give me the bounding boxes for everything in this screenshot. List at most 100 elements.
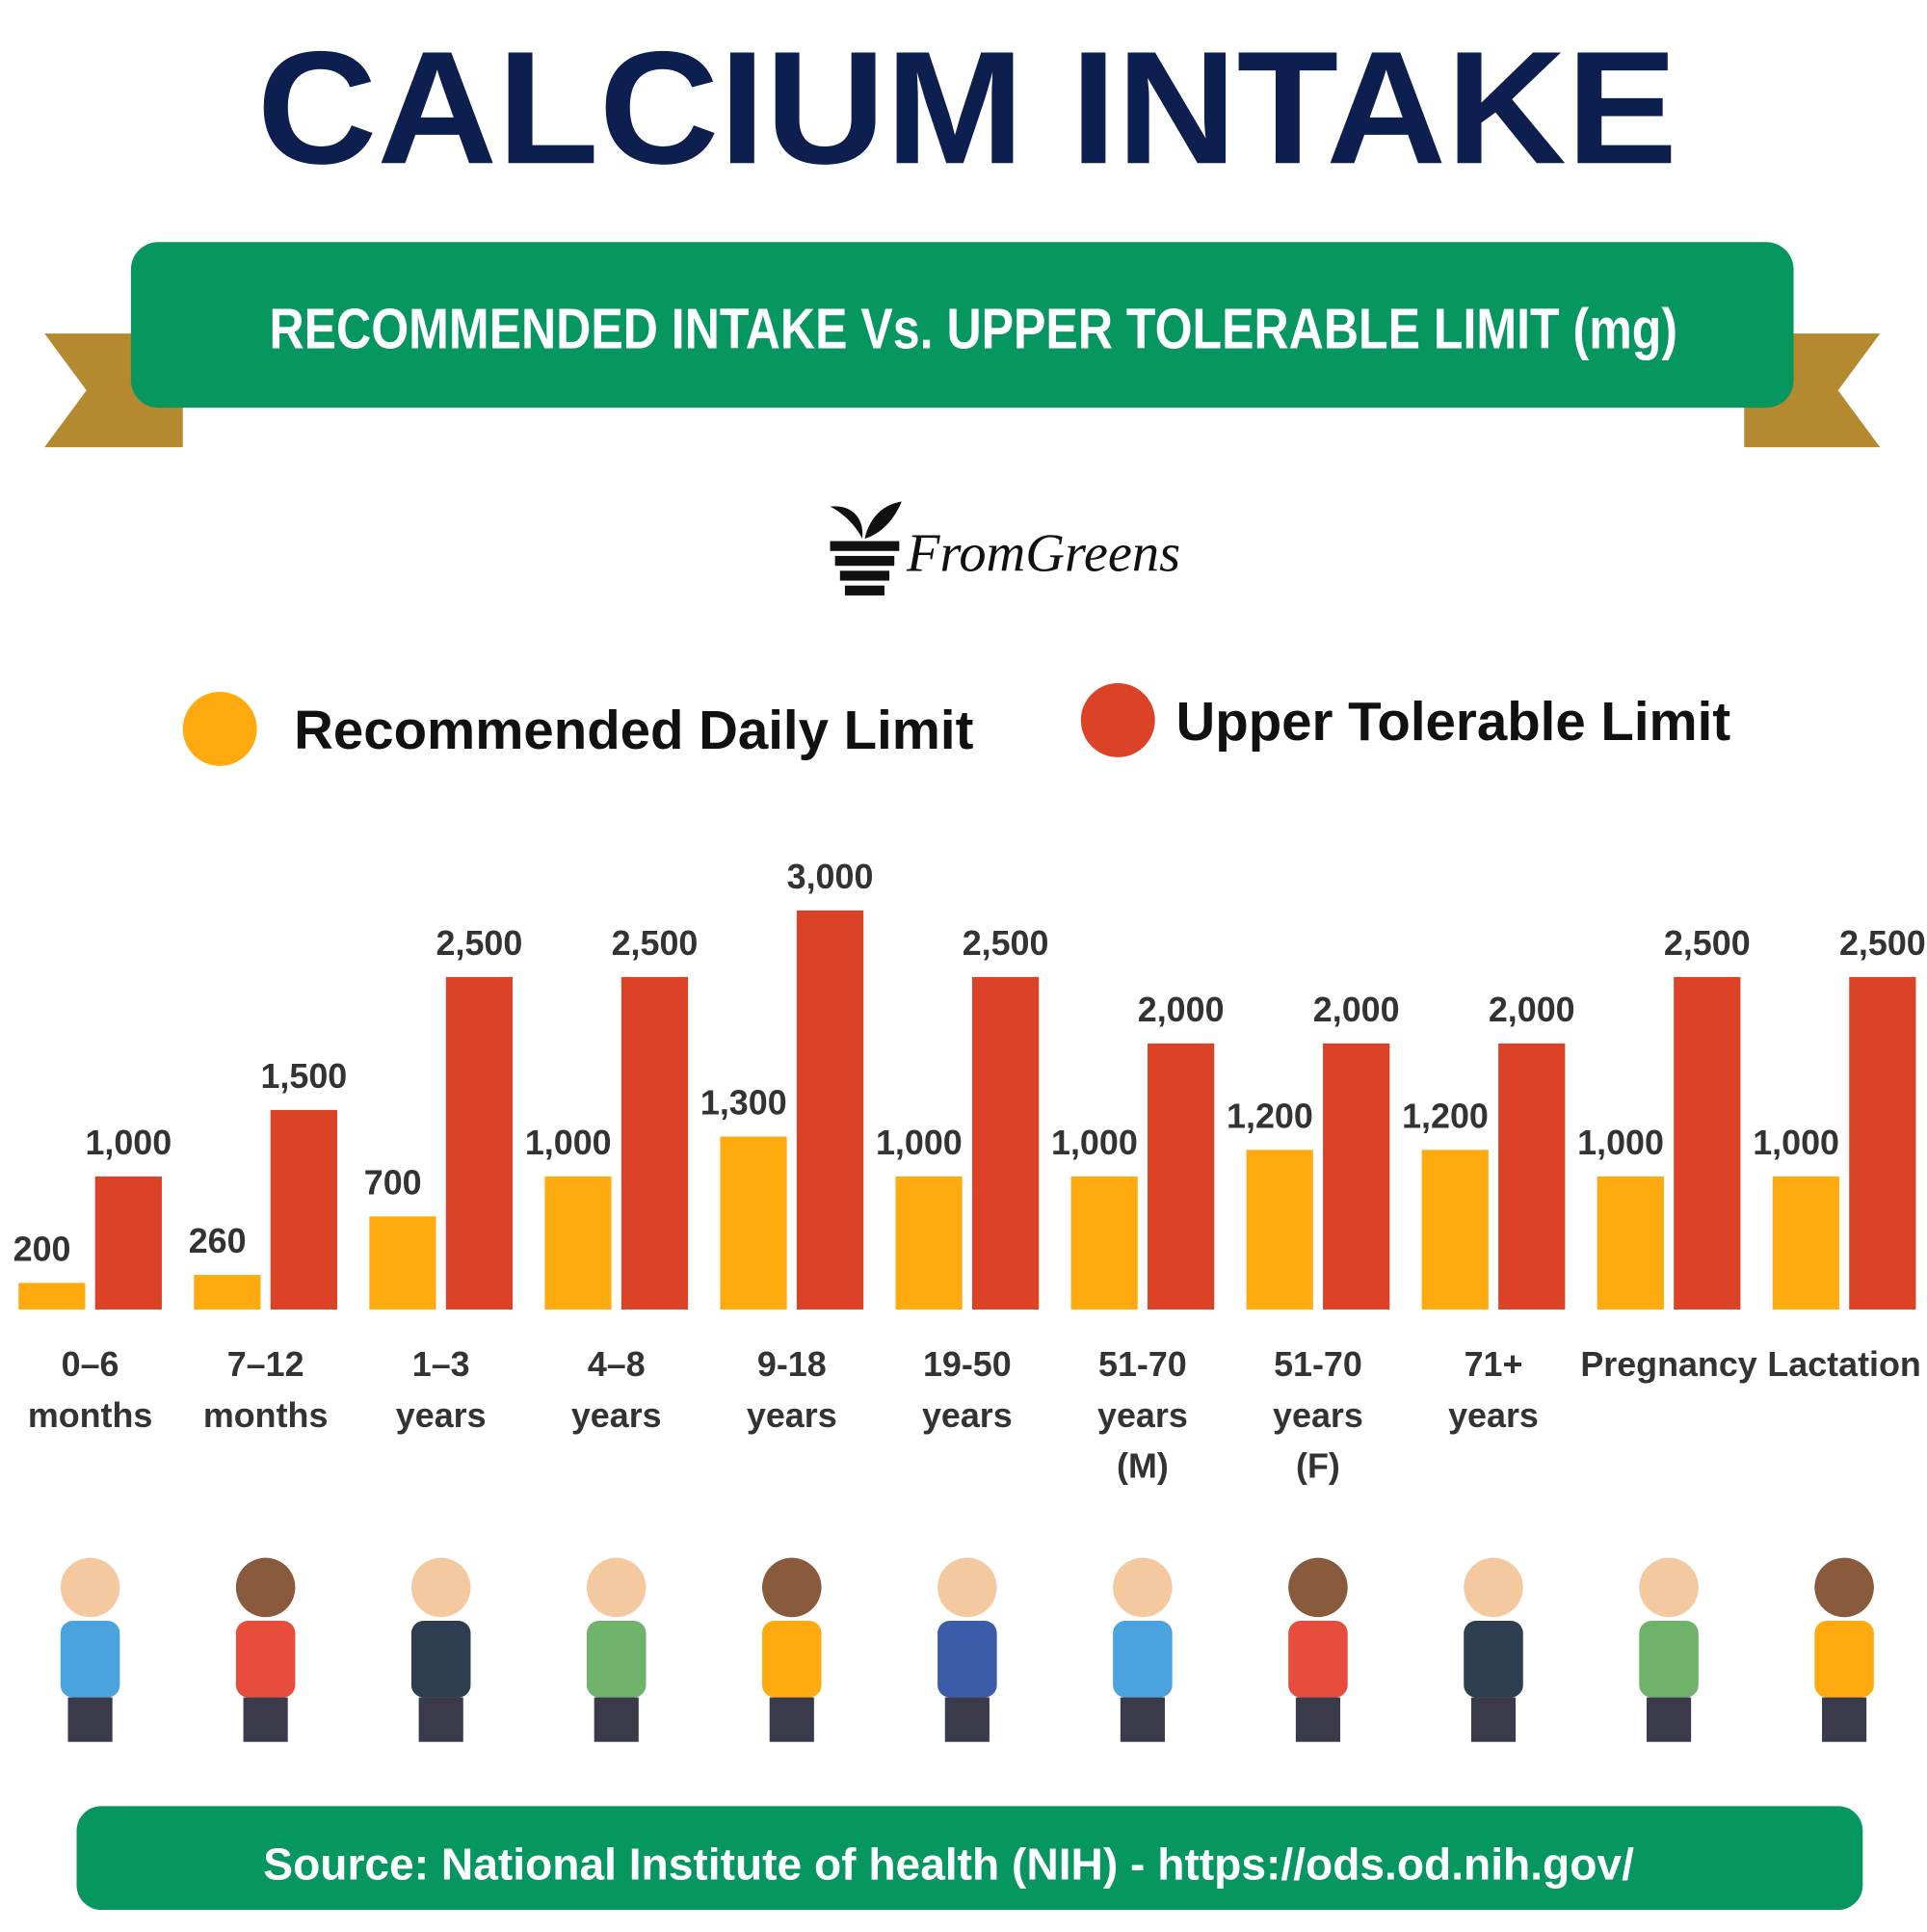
- bar: [445, 976, 514, 1310]
- person-legs: [67, 1697, 113, 1742]
- person-legs: [944, 1697, 990, 1742]
- person-head: [1814, 1557, 1874, 1618]
- x-tick-label: 7–12: [227, 1345, 304, 1384]
- x-tick-label: years: [1448, 1396, 1539, 1435]
- person-head: [1288, 1557, 1348, 1618]
- brand: FromGreens: [906, 523, 1180, 583]
- person-body: [60, 1621, 120, 1698]
- person-body: [762, 1621, 822, 1698]
- person-body: [937, 1621, 997, 1698]
- person-legs: [594, 1697, 639, 1742]
- x-tick-label: Pregnancy: [1580, 1345, 1756, 1384]
- x-tick-label: years: [1273, 1396, 1363, 1435]
- value-label: 200: [13, 1230, 71, 1268]
- person-legs: [243, 1697, 288, 1742]
- value-label: 700: [364, 1163, 422, 1202]
- x-tick-label: months: [203, 1396, 329, 1435]
- x-tick-label: 1–3: [412, 1345, 470, 1384]
- bar: [1421, 1150, 1489, 1310]
- person-body: [1464, 1621, 1523, 1698]
- person-legs: [1470, 1697, 1517, 1742]
- x-tick-label: (F): [1296, 1446, 1340, 1485]
- person-body: [410, 1621, 471, 1698]
- x-tick-label: (M): [1117, 1446, 1169, 1485]
- bar: [1323, 1043, 1390, 1310]
- bar: [1674, 976, 1741, 1310]
- value-label: 2,500: [612, 924, 699, 963]
- person-legs: [418, 1697, 463, 1742]
- bar: [369, 1216, 436, 1310]
- value-label: 1,000: [1577, 1124, 1664, 1162]
- x-tick-label: Lactation: [1767, 1345, 1920, 1384]
- bar: [1070, 1176, 1138, 1310]
- x-tick-label: years: [571, 1396, 662, 1435]
- person-legs: [1646, 1697, 1692, 1742]
- bar: [270, 1109, 337, 1310]
- value-label: 2,000: [1489, 991, 1575, 1029]
- legend-label: Upper Tolerable Limit: [1176, 691, 1731, 752]
- value-label: 1,000: [1051, 1124, 1138, 1162]
- person-head: [1464, 1557, 1523, 1618]
- title: CALCIUM INTAKE: [257, 18, 1677, 198]
- bar: [720, 1136, 787, 1310]
- person-body: [1639, 1621, 1699, 1698]
- person-body: [1288, 1621, 1348, 1698]
- value-label: 1,200: [1227, 1097, 1313, 1135]
- person-body: [1113, 1621, 1173, 1698]
- value-label: 1,000: [1753, 1124, 1839, 1162]
- legend-marker: [1080, 682, 1155, 757]
- x-tick-label: 51-70: [1098, 1345, 1187, 1384]
- subtitle: RECOMMENDED INTAKE Vs. UPPER TOLERABLE L…: [269, 299, 1677, 361]
- person-body: [586, 1621, 647, 1698]
- person-body: [235, 1621, 296, 1698]
- legend-marker: [182, 691, 257, 766]
- person-head: [235, 1557, 296, 1618]
- x-tick-label: years: [1097, 1396, 1188, 1435]
- value-label: 3,000: [787, 858, 874, 896]
- x-tick-label: 0–6: [62, 1345, 119, 1384]
- value-label: 1,000: [525, 1124, 612, 1162]
- source: Source: National Institute of health (NI…: [263, 1839, 1634, 1890]
- bar: [1849, 976, 1916, 1310]
- x-tick-label: years: [396, 1396, 487, 1435]
- bar: [94, 1176, 162, 1310]
- person-head: [937, 1557, 997, 1618]
- value-label: 2,500: [1664, 924, 1751, 963]
- person-head: [1113, 1557, 1173, 1618]
- person-legs: [1295, 1697, 1341, 1742]
- value-label: 1,000: [85, 1124, 172, 1162]
- person-head: [1639, 1557, 1699, 1618]
- x-tick-label: 9-18: [757, 1345, 827, 1384]
- value-label: 1,300: [700, 1083, 787, 1122]
- logo-icon: [830, 501, 902, 595]
- value-label: 1,000: [876, 1124, 963, 1162]
- x-tick-label: 71+: [1465, 1345, 1523, 1384]
- x-tick-label: 51-70: [1274, 1345, 1362, 1384]
- person-head: [586, 1557, 647, 1618]
- x-tick-label: years: [747, 1396, 837, 1435]
- bar: [1498, 1043, 1566, 1310]
- bar: [1597, 1176, 1664, 1310]
- bar: [1246, 1150, 1313, 1310]
- person-legs: [769, 1697, 814, 1742]
- subtitle-banner: [130, 242, 1794, 409]
- value-label: 2,500: [963, 924, 1049, 963]
- person-head: [762, 1557, 822, 1618]
- bar: [18, 1283, 86, 1310]
- value-label: 260: [189, 1222, 247, 1260]
- person-legs: [1822, 1697, 1867, 1742]
- value-label: 2,000: [1138, 991, 1225, 1029]
- legend-label: Recommended Daily Limit: [294, 700, 973, 760]
- bar: [895, 1176, 963, 1310]
- x-tick-label: months: [28, 1396, 153, 1435]
- value-label: 1,200: [1402, 1097, 1489, 1135]
- bar: [620, 976, 689, 1310]
- x-tick-label: years: [922, 1396, 1013, 1435]
- person-head: [410, 1557, 471, 1618]
- person-legs: [1120, 1697, 1165, 1742]
- value-label: 2,500: [1839, 924, 1926, 963]
- x-tick-label: 4–8: [588, 1345, 646, 1384]
- person-body: [1814, 1621, 1874, 1698]
